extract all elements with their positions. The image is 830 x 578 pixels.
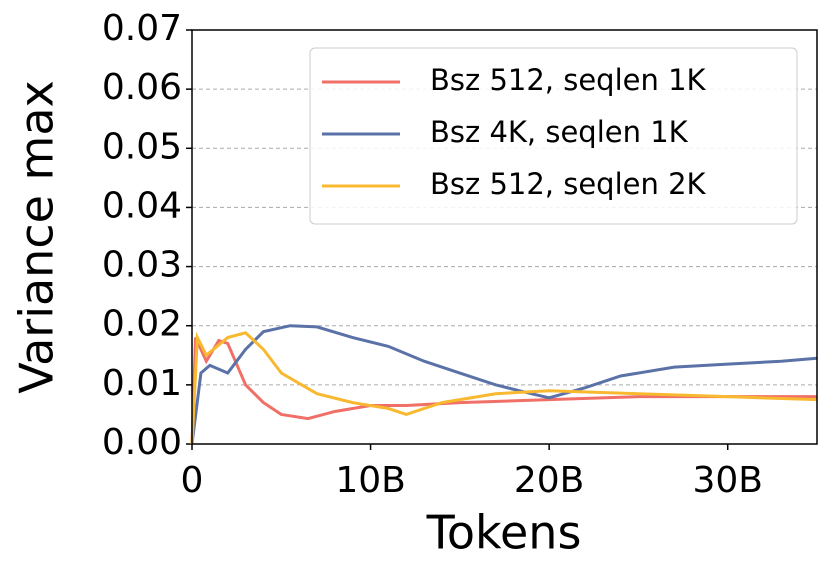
x-tick-label: 10B <box>335 460 406 501</box>
y-tick-label: 0.06 <box>102 67 182 108</box>
x-tick-label: 30B <box>692 460 763 501</box>
y-tick-label: 0.01 <box>102 363 182 404</box>
y-tick-label: 0.07 <box>102 8 182 49</box>
x-axis-label: Tokens <box>426 506 582 560</box>
y-tick-label: 0.02 <box>102 304 182 345</box>
legend-label: Bsz 512, seqlen 1K <box>430 63 707 97</box>
y-tick-label: 0.00 <box>102 422 182 463</box>
x-tick-label: 0 <box>181 460 204 501</box>
series-line <box>190 331 818 445</box>
series-line <box>190 324 818 445</box>
series-line <box>190 336 817 445</box>
legend-label: Bsz 4K, seqlen 1K <box>430 115 689 149</box>
y-tick-label: 0.03 <box>102 245 182 286</box>
y-tick-label: 0.04 <box>102 185 182 226</box>
x-tick-label: 20B <box>514 460 585 501</box>
legend-box <box>309 47 798 225</box>
plot-frame <box>191 29 818 445</box>
legend-label: Bsz 512, seqlen 2K <box>430 167 707 201</box>
y-axis-label: Variance max <box>10 80 64 394</box>
y-tick-label: 0.05 <box>102 126 182 167</box>
